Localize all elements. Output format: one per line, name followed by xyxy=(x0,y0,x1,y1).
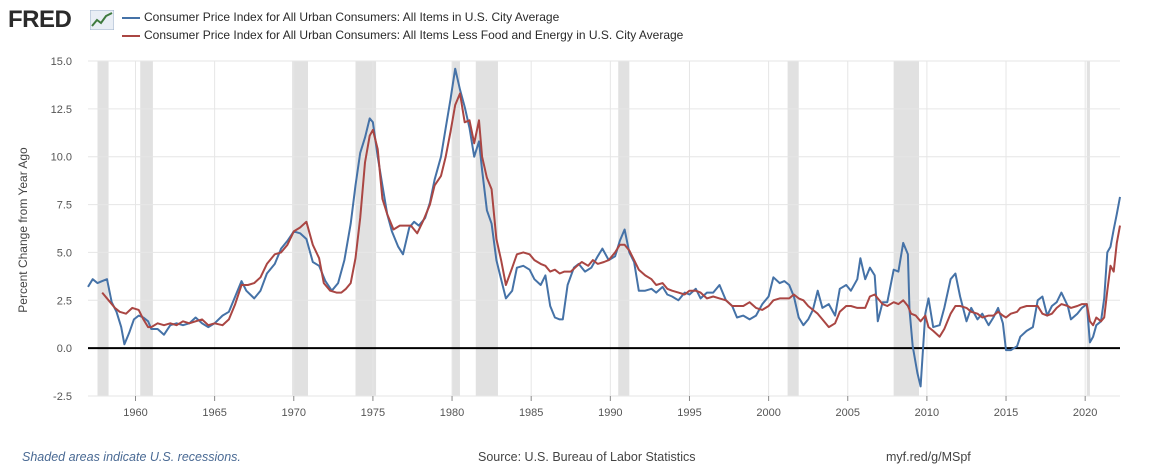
x-tick-label: 2000 xyxy=(756,407,780,419)
fred-logo-chart-icon xyxy=(90,10,114,30)
x-tick-label: 1995 xyxy=(677,407,701,419)
legend-item-cpi-core[interactable]: Consumer Price Index for All Urban Consu… xyxy=(122,28,683,42)
recession-band-3 xyxy=(355,61,377,396)
recession-band-9 xyxy=(1086,61,1090,396)
recession-band-6 xyxy=(618,61,630,396)
short-url[interactable]: myf.red/g/MSpf xyxy=(886,450,971,464)
legend-label-cpi-core: Consumer Price Index for All Urban Consu… xyxy=(144,28,684,42)
x-tick-label: 2015 xyxy=(994,407,1018,419)
x-axis-tick-labels: 1960 1965 1970 1975 1980 1985 1990 1995 2000 2005… xyxy=(123,396,1097,419)
recession-band-0 xyxy=(97,61,109,396)
recession-band-4 xyxy=(452,61,460,396)
y-tick-label: 7.5 xyxy=(57,200,72,212)
series-line-cpi-core[interactable] xyxy=(101,92,1121,338)
series-line-cpi-all-items[interactable] xyxy=(87,67,1121,388)
x-tick-label: 1980 xyxy=(440,407,464,419)
legend-item-cpi-all[interactable]: Consumer Price Index for All Urban Consu… xyxy=(122,10,559,24)
y-tick-label: 5.0 xyxy=(57,247,72,259)
y-tick-label: 12.5 xyxy=(51,104,72,116)
recession-band-8 xyxy=(893,61,919,396)
x-tick-label: 1990 xyxy=(598,407,622,419)
y-tick-label: 0.0 xyxy=(57,343,72,355)
x-tick-label: 1985 xyxy=(519,407,543,419)
x-tick-label: 2005 xyxy=(836,407,860,419)
source-note: Source: U.S. Bureau of Labor Statistics xyxy=(478,450,696,464)
gridlines xyxy=(88,60,1120,397)
y-axis-label: Percent Change from Year Ago xyxy=(16,147,30,313)
recession-band-1 xyxy=(140,61,153,396)
x-tick-label: 2010 xyxy=(915,407,939,419)
legend-label-cpi-all: Consumer Price Index for All Urban Consu… xyxy=(144,10,560,24)
recession-band-7 xyxy=(787,61,799,396)
y-tick-label: -2.5 xyxy=(53,391,72,403)
y-tick-label: 10.0 xyxy=(51,152,72,164)
recession-note: Shaded areas indicate U.S. recessions. xyxy=(22,450,241,464)
recession-bands xyxy=(97,61,1090,396)
series-lines xyxy=(87,67,1121,388)
x-tick-label: 1965 xyxy=(202,407,226,419)
y-tick-label: 15.0 xyxy=(51,56,72,68)
x-tick-label: 2020 xyxy=(1073,407,1097,419)
legend-swatch-cpi-all xyxy=(122,16,140,19)
x-tick-label: 1960 xyxy=(123,407,147,419)
y-tick-label: 2.5 xyxy=(57,295,72,307)
fred-logo[interactable]: FRED xyxy=(8,6,72,33)
x-tick-label: 1975 xyxy=(361,407,385,419)
legend-swatch-cpi-core xyxy=(122,34,140,37)
y-axis-tick-labels: -2.5 0.0 2.5 5.0 7.5 10.0 12.5 15.0 xyxy=(51,56,72,403)
x-tick-label: 1970 xyxy=(282,407,306,419)
